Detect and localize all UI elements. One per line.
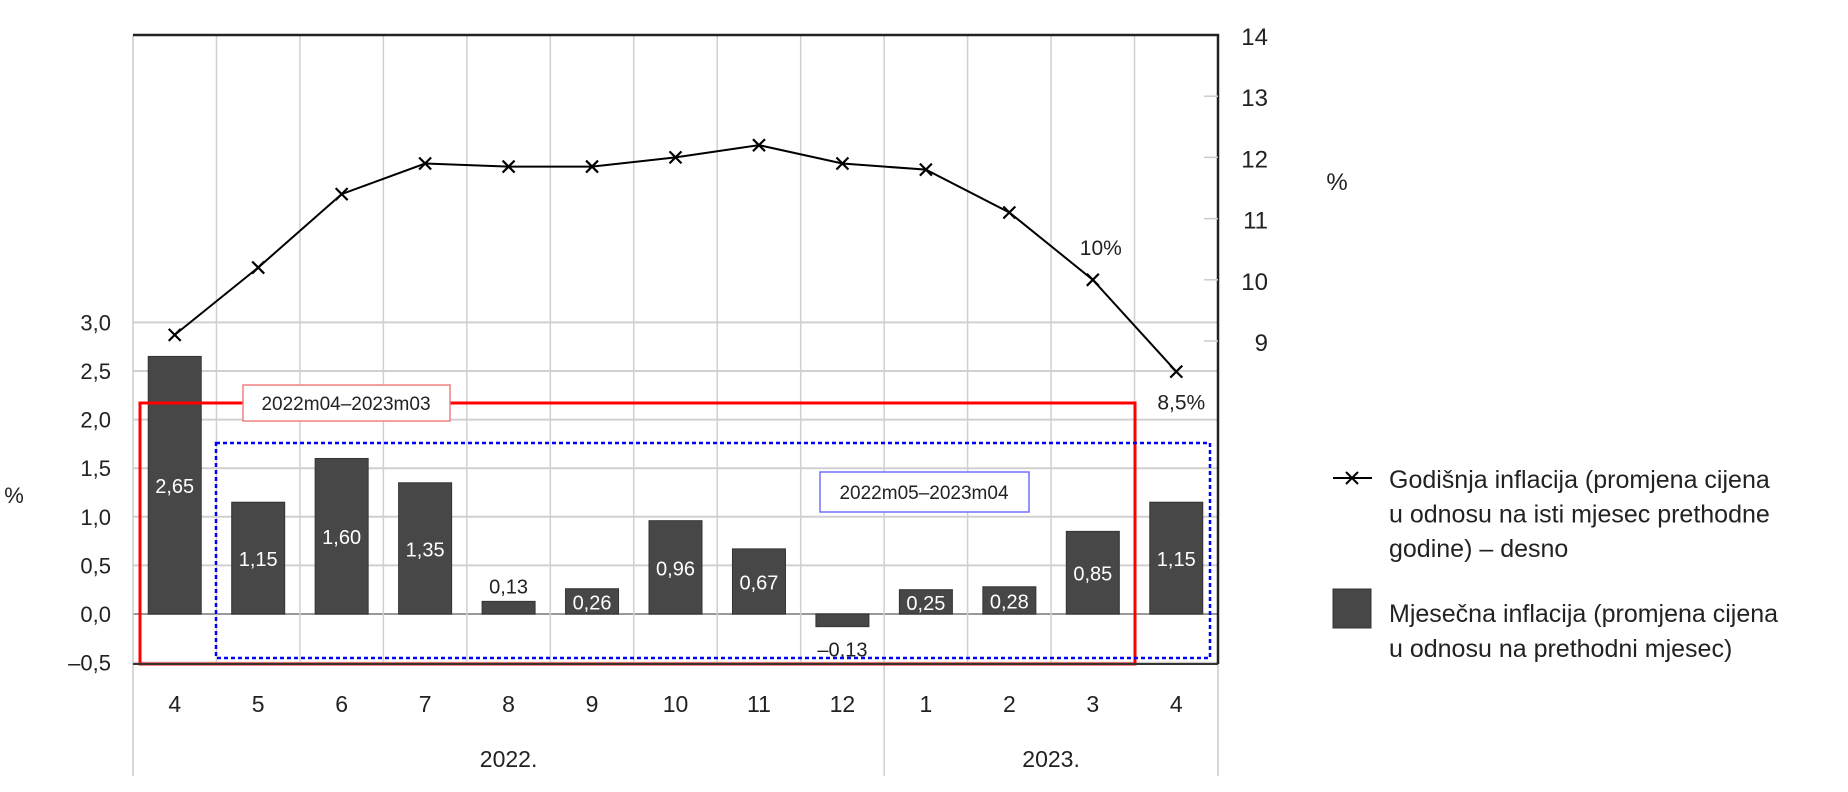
bar — [1065, 530, 1120, 615]
right-tick-label: 9 — [1255, 330, 1268, 357]
legend-x-marker-icon — [1345, 471, 1359, 485]
line-marker-x — [919, 162, 933, 177]
category-label: 6 — [335, 691, 348, 717]
bar — [731, 548, 786, 615]
legend-text-annual: Godišnja inflacija (promjena cijena — [1389, 466, 1770, 494]
right-tick-label: 11 — [1243, 208, 1268, 235]
bar — [231, 501, 286, 615]
right-axis-label: % — [1326, 169, 1347, 196]
category-label: 4 — [1170, 691, 1183, 717]
bar — [815, 613, 870, 628]
legend: Godišnja inflacija (promjena cijena u odn… — [1332, 466, 1778, 663]
bar-data-label: 0,67 — [739, 572, 778, 594]
bar — [648, 520, 703, 615]
bar — [898, 589, 953, 615]
highlight-boxes: 2022m04–2023m03 2022m05–2023m04 — [138, 384, 1212, 666]
bar-data-label: 1,15 — [1157, 549, 1196, 571]
bar-data-label: 0,96 — [656, 558, 695, 580]
bar — [147, 355, 202, 615]
bar-data-label: 0,28 — [990, 591, 1029, 613]
line-marker-x — [167, 328, 182, 342]
category-label: 9 — [586, 691, 599, 717]
left-tick-label: 1,0 — [80, 505, 111, 530]
bars: 2,65 1,15 1,60 1,35 0,13 0,26 0,96 0,67 –0,13 0,2… — [147, 355, 1204, 662]
bar-data-label: 1,60 — [322, 527, 361, 549]
bar-data-label: 0,25 — [906, 593, 945, 615]
legend-bar-symbol — [1332, 588, 1372, 629]
left-tick-label: 0,5 — [80, 553, 111, 578]
line-marker-x — [835, 156, 850, 171]
line-marker-x — [752, 138, 766, 152]
annotation-10pct: 10% — [1080, 237, 1122, 260]
left-tick-label: 0,0 — [80, 602, 111, 627]
line-marker-x — [585, 159, 599, 174]
annual-inflation-line: 10% 8,5% — [167, 138, 1205, 415]
category-label: 4 — [168, 691, 181, 717]
bar — [1149, 501, 1204, 615]
annotation-8-5pct: 8,5% — [1157, 392, 1205, 415]
legend-text-monthly: u odnosu na prethodni mjesec) — [1389, 635, 1732, 663]
bar-data-label: –0,13 — [817, 640, 867, 662]
right-tick-label: 12 — [1241, 146, 1268, 173]
line-marker-x — [1086, 273, 1100, 287]
bar — [314, 457, 369, 615]
category-label: 10 — [663, 691, 689, 717]
bar — [982, 586, 1037, 615]
category-label: 7 — [419, 691, 432, 717]
bar-data-label: 1,15 — [239, 549, 278, 571]
bar-data-label: 0,13 — [489, 576, 528, 598]
category-label: 2 — [1003, 691, 1016, 717]
bar-data-label: 0,85 — [1073, 564, 1112, 586]
line-marker-x — [1002, 205, 1017, 220]
highlight-label-box-blue — [819, 471, 1030, 513]
line-marker-x — [418, 156, 432, 171]
left-axis-label: % — [4, 483, 24, 508]
category-label: 1 — [919, 691, 932, 717]
bar — [481, 600, 536, 615]
highlight-label-box-red — [242, 384, 451, 422]
left-tick-label: 2,0 — [80, 408, 111, 433]
line-marker-x — [668, 150, 683, 165]
category-label: 11 — [747, 691, 771, 717]
highlight-box-blue — [214, 441, 1212, 660]
bar-data-label: 2,65 — [155, 476, 194, 498]
line-marker-x — [251, 260, 265, 275]
bar — [565, 588, 620, 615]
plot-frame — [133, 33, 1220, 664]
line-path — [174, 144, 1178, 373]
line-marker-x — [1169, 364, 1184, 379]
category-label: 8 — [502, 691, 515, 717]
bar-data-label: 0,26 — [573, 592, 612, 614]
category-label: 5 — [252, 691, 265, 717]
category-label: 3 — [1086, 691, 1099, 717]
right-tick-label: 13 — [1241, 85, 1268, 112]
year-label: 2023. — [1022, 746, 1080, 772]
right-tick-label: 10 — [1241, 269, 1268, 296]
bar — [398, 482, 453, 615]
category-label: 12 — [830, 691, 856, 717]
right-tick-label: 14 — [1241, 24, 1268, 51]
left-tick-label: 1,5 — [80, 456, 111, 481]
legend-text-annual: godine) – desno — [1389, 535, 1568, 563]
line-marker-x — [501, 159, 516, 174]
highlight-label-blue: 2022m05–2023m04 — [839, 483, 1008, 504]
legend-text-monthly: Mjesečna inflacija (promjena cijena — [1389, 600, 1778, 628]
year-label: 2022. — [480, 746, 538, 772]
legend-text-annual: u odnosu na isti mjesec prethodne — [1389, 501, 1770, 529]
line-marker-x — [334, 187, 349, 201]
left-tick-label: –0,5 — [68, 651, 111, 676]
bar-data-label: 1,35 — [406, 539, 445, 561]
left-tick-label: 2,5 — [80, 359, 111, 384]
highlight-label-red: 2022m04–2023m03 — [261, 394, 430, 415]
left-tick-label: 3,0 — [80, 310, 111, 335]
